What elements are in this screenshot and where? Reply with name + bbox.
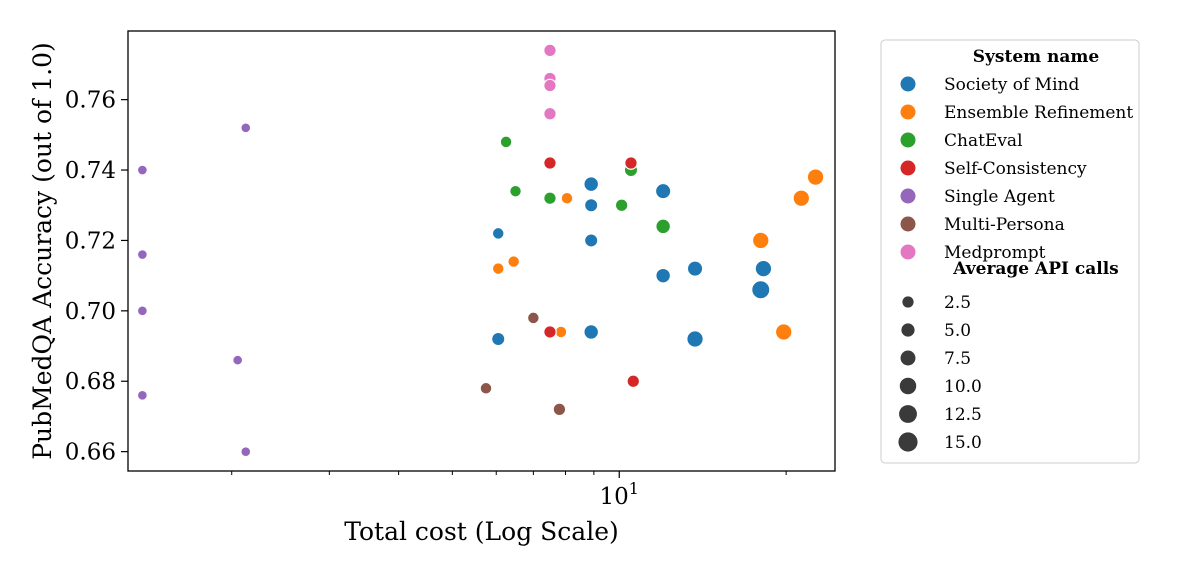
data-point-society-of-mind-7 [655,267,672,284]
x-tick-label: 101 [600,479,639,510]
x-axis-title: Total cost (Log Scale) [344,517,619,546]
data-point-chateval-0 [499,135,513,149]
data-point-self-consistency-0 [543,156,557,170]
data-point-ensemble-refinement-5 [774,323,793,341]
data-point-self-consistency-2 [624,156,638,170]
legend-swatch-society-of-mind [900,76,916,92]
legend-size-label: 12.5 [944,405,982,425]
data-point-chateval-2 [543,191,557,206]
data-point-self-consistency-1 [543,325,557,339]
y-tick-label: 0.76 [65,88,116,114]
data-point-society-of-mind-3 [583,198,599,213]
data-point-ensemble-refinement-7 [806,168,825,186]
legend-label: Multi-Persona [944,215,1065,235]
y-tick-label: 0.68 [65,369,116,395]
data-point-single-agent-5 [232,354,244,366]
data-point-ensemble-refinement-0 [491,262,505,276]
data-point-single-agent-3 [136,389,148,401]
legend-size-title: Average API calls [952,259,1118,279]
data-point-society-of-mind-0 [491,226,505,240]
data-point-single-agent-2 [136,305,148,317]
legend: System name Average API calls Society of… [880,39,1140,464]
y-axis-title: PubMedQA Accuracy (out of 1.0) [28,42,57,460]
data-point-society-of-mind-11 [751,280,771,300]
legend-size-label: 5.0 [944,321,971,341]
data-point-society-of-mind-10 [754,259,773,278]
x-axis-ticks: 101 [231,471,787,510]
legend-label: ChatEval [944,131,1023,151]
legend-size-marker [900,350,916,366]
data-point-ensemble-refinement-1 [507,255,521,268]
data-point-multi-persona-1 [526,311,540,325]
data-point-medprompt-0 [543,43,557,58]
data-point-society-of-mind-5 [583,324,600,340]
data-point-chateval-3 [614,198,629,213]
legend-swatch-chateval [900,132,916,148]
data-point-society-of-mind-4 [583,233,599,248]
data-point-single-agent-4 [240,122,252,134]
legend-items: Society of Mind Ensemble Refinement ChatEv… [898,75,1133,453]
legend-size-label: 2.5 [944,293,971,313]
y-tick-label: 0.66 [65,440,116,466]
data-point-society-of-mind-6 [654,182,672,200]
points-layer [136,43,825,458]
data-point-medprompt-2 [543,78,557,93]
data-point-society-of-mind-8 [686,260,704,277]
data-point-society-of-mind-1 [491,331,506,347]
legend-swatch-multi-persona [900,216,916,232]
y-tick-label: 0.70 [65,299,116,325]
data-point-society-of-mind-9 [686,330,704,348]
legend-label: Society of Mind [944,75,1079,95]
legend-swatch-ensemble-refinement [900,104,916,120]
legend-label: Ensemble Refinement [944,103,1133,123]
data-point-society-of-mind-2 [583,176,600,193]
legend-swatch-single-agent [900,188,916,204]
legend-size-label: 15.0 [944,433,982,453]
data-point-single-agent-0 [136,164,148,176]
data-point-multi-persona-0 [479,381,493,395]
legend-label: Single Agent [944,187,1055,207]
data-point-ensemble-refinement-3 [554,325,568,339]
data-point-single-agent-1 [136,249,148,261]
legend-size-label: 7.5 [944,349,971,369]
legend-size-label: 10.0 [944,377,982,397]
data-point-chateval-5 [655,218,672,235]
legend-label: Self-Consistency [944,159,1087,179]
y-tick-label: 0.72 [65,228,116,254]
data-point-medprompt-3 [543,106,557,121]
plot-area-frame [127,30,836,472]
legend-box [880,39,1140,464]
data-point-ensemble-refinement-2 [560,191,574,205]
y-tick-label: 0.74 [65,158,116,184]
legend-size-marker [901,323,915,337]
legend-size-marker [899,405,917,423]
data-point-self-consistency-3 [626,374,641,389]
legend-size-marker [899,377,917,395]
data-point-ensemble-refinement-6 [792,189,811,208]
legend-swatch-self-consistency [900,160,916,176]
data-point-multi-persona-2 [552,402,567,417]
legend-swatch-medprompt [900,244,916,260]
data-point-chateval-1 [509,184,522,198]
legend-label: Medprompt [944,243,1046,263]
data-point-single-agent-6 [240,446,252,458]
legend-hue-title: System name [973,47,1100,67]
y-axis-ticks: 0.66 0.68 0.70 0.72 0.74 0.76 [65,88,128,466]
data-point-ensemble-refinement-4 [751,231,770,250]
legend-size-marker [902,296,914,308]
legend-size-marker [898,432,918,452]
